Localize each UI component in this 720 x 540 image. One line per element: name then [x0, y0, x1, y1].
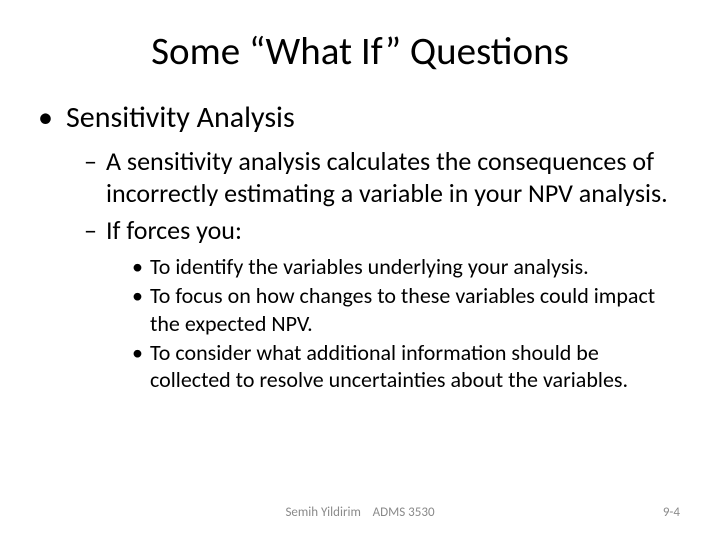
bullet-dot-icon: •: [132, 282, 150, 337]
footer-course: ADMS 3530: [373, 505, 435, 520]
slide-title: Some “What If” Questions: [0, 0, 720, 99]
footer-page-number: 9-4: [663, 505, 680, 520]
footer-center: Semih Yildirim ADMS 3530: [285, 505, 434, 520]
bullet-level3: • To consider what additional informatio…: [132, 339, 682, 394]
bullet-dot-icon: •: [38, 99, 66, 136]
bullet-level2: – A sensitivity analysis calculates the …: [84, 146, 682, 209]
point-3: To consider what additional information …: [150, 339, 682, 394]
bullet-dot-icon: •: [132, 253, 150, 280]
slide-footer: Semih Yildirim ADMS 3530 9-4: [0, 505, 720, 520]
point-2: To focus on how changes to these variabl…: [150, 282, 682, 337]
slide-content: •Sensitivity Analysis – A sensitivity an…: [0, 99, 720, 393]
dash-icon: –: [84, 146, 106, 209]
bullet-level3: • To identify the variables underlying y…: [132, 253, 682, 280]
dash-icon: –: [84, 215, 106, 247]
sub-text-1: A sensitivity analysis calculates the co…: [106, 146, 682, 209]
bullet-dot-icon: •: [132, 339, 150, 394]
heading-text: Sensitivity Analysis: [66, 99, 295, 136]
sub-text-2: If forces you:: [106, 215, 242, 247]
point-1: To identify the variables underlying you…: [150, 253, 589, 280]
bullet-level3: • To focus on how changes to these varia…: [132, 282, 682, 337]
bullet-level2: – If forces you:: [84, 215, 682, 247]
footer-author: Semih Yildirim: [285, 505, 360, 520]
bullet-level1: •Sensitivity Analysis: [38, 99, 682, 136]
